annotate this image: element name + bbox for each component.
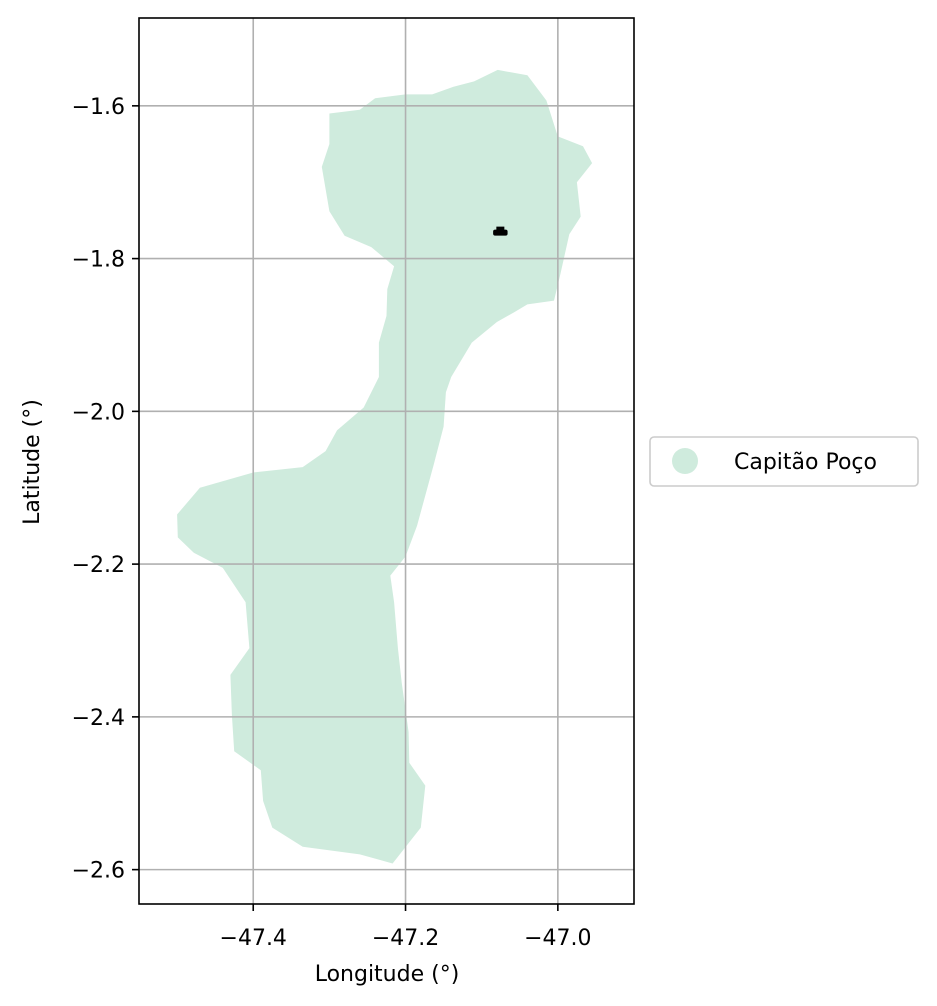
grid-layer [139, 18, 634, 904]
urban-area-marker-top [496, 226, 505, 231]
region-layer [177, 69, 593, 864]
y-tick-label: −2.6 [72, 859, 125, 884]
y-tick-label: −1.8 [72, 248, 125, 273]
x-tick-label: −47.4 [220, 926, 287, 951]
x-axis-label: Longitude (°) [315, 962, 460, 987]
y-tick-label: −2.0 [72, 400, 125, 425]
legend: Capitão Poço [649, 436, 919, 487]
region-capitao-poco [177, 69, 593, 864]
y-tick-label: −2.2 [72, 553, 125, 578]
legend-box [649, 436, 919, 487]
marker-layer [493, 226, 508, 236]
y-axis-label: Latitude (°) [20, 399, 45, 525]
x-tick-label: −47.2 [372, 926, 439, 951]
plot-frame [138, 17, 635, 905]
y-tick-label: −1.6 [72, 95, 125, 120]
legend-marker [672, 448, 698, 474]
legend-label: Capitão Poço [734, 450, 877, 475]
y-tick-label: −2.4 [72, 706, 125, 731]
urban-area-marker [493, 229, 508, 236]
x-tick-label: −47.0 [524, 926, 591, 951]
tick-layer: −47.4 −47.2 −47.0 −1.6 −1.8 −2.0 −2.2 −2.4 −2.6 [72, 95, 592, 951]
